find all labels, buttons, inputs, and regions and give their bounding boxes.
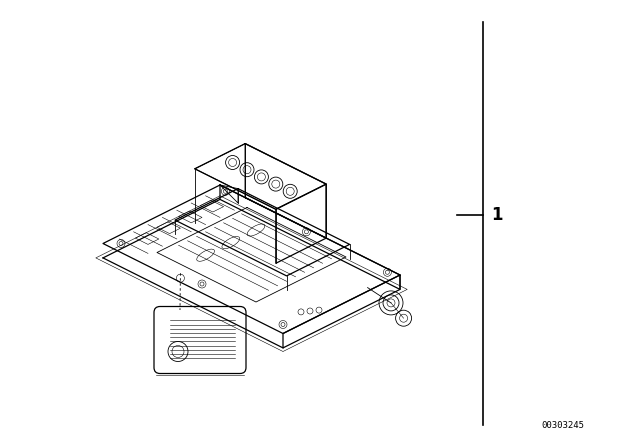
Text: 00303245: 00303245: [541, 421, 584, 430]
Text: 1: 1: [491, 206, 502, 224]
